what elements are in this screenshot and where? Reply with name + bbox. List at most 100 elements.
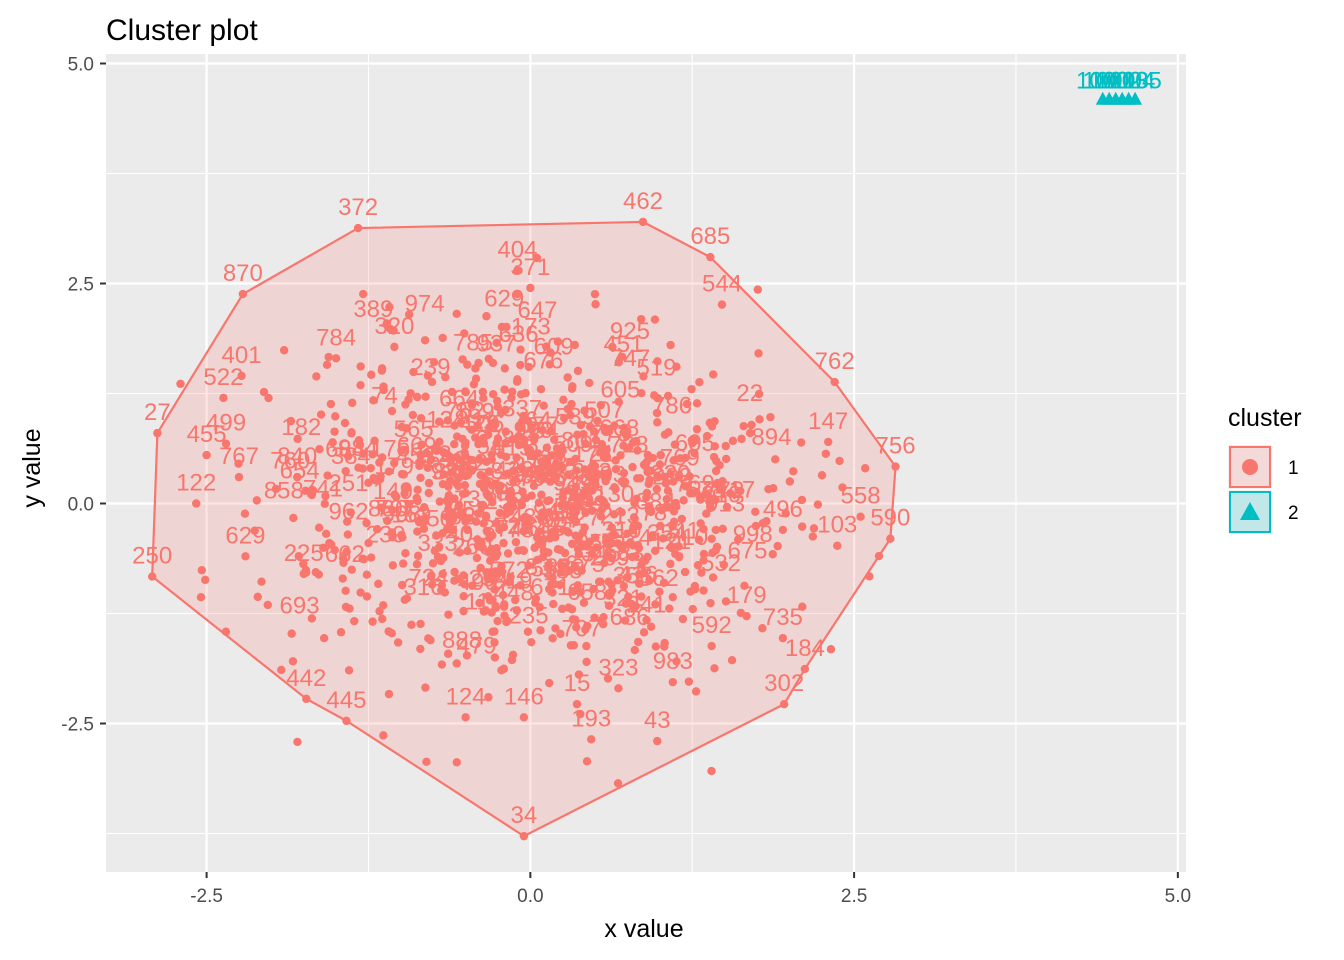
cluster-1-point xyxy=(674,471,684,480)
point-label: 629 xyxy=(484,286,524,313)
cluster-1-point xyxy=(672,362,681,371)
cluster-1-point xyxy=(368,617,377,626)
cluster-1-point xyxy=(348,398,357,408)
cluster-1-point xyxy=(379,731,388,740)
cluster-1-point xyxy=(751,507,760,517)
cluster-1-point xyxy=(785,477,795,486)
cluster-1-point xyxy=(468,581,477,590)
cluster-1-point xyxy=(457,464,466,473)
cluster-1-point xyxy=(493,616,502,626)
cluster-1-point xyxy=(669,517,679,527)
cluster-1-point xyxy=(721,441,730,451)
cluster-1-point xyxy=(716,485,725,494)
cluster-1-point xyxy=(568,587,578,596)
cluster-1-point xyxy=(651,600,660,609)
point-label-371: 371 xyxy=(510,254,550,281)
point-label-558: 558 xyxy=(841,483,881,510)
cluster-1-point xyxy=(634,637,643,647)
cluster-1-point xyxy=(708,548,717,558)
legend-label-1: 1 xyxy=(1288,458,1299,479)
cluster-1-point xyxy=(707,534,716,544)
cluster-1-point xyxy=(443,497,452,506)
cluster-1-point xyxy=(527,425,536,434)
cluster-1-point-302 xyxy=(779,699,789,709)
cluster-1-point xyxy=(479,519,488,528)
cluster-1-point xyxy=(499,602,509,611)
cluster-1-point xyxy=(368,450,377,459)
cluster-1-point-184 xyxy=(800,664,810,674)
cluster-1-point xyxy=(658,534,668,543)
cluster-1-point xyxy=(721,454,731,464)
point-label: 987 xyxy=(515,461,555,488)
legend-label-2: 2 xyxy=(1288,503,1299,524)
cluster-1-point xyxy=(264,393,273,403)
cluster-1-point xyxy=(574,502,583,511)
cluster-1-point xyxy=(355,440,365,450)
cluster-1-point xyxy=(288,657,298,666)
point-label: 785 xyxy=(453,329,493,356)
x-axis: -2.5 0.0 2.5 5.0 xyxy=(190,872,1191,907)
point-labels: 372 4626857627565901843023444544225027870… xyxy=(132,68,1162,829)
cluster-1-point xyxy=(533,533,542,542)
point-label-840: 840 xyxy=(277,443,317,470)
cluster-1-point xyxy=(490,585,499,594)
cluster-1-point xyxy=(362,570,372,579)
cluster-1-point xyxy=(426,635,435,645)
cluster-1-point xyxy=(766,412,775,422)
cluster-1-point xyxy=(605,591,614,600)
point-label: 178 xyxy=(528,451,568,478)
point-label: 282 xyxy=(564,484,604,511)
cluster-1-point xyxy=(696,495,705,504)
point-label: 384 xyxy=(331,443,371,470)
cluster-1-point xyxy=(423,463,432,473)
cluster-1-point xyxy=(681,481,690,491)
point-label: 707 xyxy=(376,496,416,523)
cluster-1-point xyxy=(493,402,502,412)
cluster-1-point xyxy=(489,418,498,428)
point-label: 509 xyxy=(553,431,593,458)
point-label: 22 xyxy=(736,380,763,407)
cluster-1-point xyxy=(613,576,622,585)
cluster-1-point xyxy=(656,521,665,531)
cluster-1-point xyxy=(596,400,606,410)
point-label: 254 xyxy=(519,417,559,444)
cluster-1-point xyxy=(660,472,669,481)
cluster-1-point xyxy=(516,360,525,370)
cluster-1-point xyxy=(619,581,629,591)
point-label: 752 xyxy=(445,397,485,424)
point-label-323: 323 xyxy=(598,654,638,681)
cluster-1-point xyxy=(494,486,504,495)
cluster-1-point xyxy=(687,384,696,394)
cluster-1-point xyxy=(322,360,332,369)
cluster-1-point xyxy=(293,737,302,747)
cluster-1-point xyxy=(739,422,748,431)
cluster-1-point-767 xyxy=(234,472,244,482)
cluster-1-point xyxy=(581,508,590,518)
cluster-1-point-685 xyxy=(706,252,715,262)
y-tick-label: -2.5 xyxy=(61,715,94,736)
cluster-1-point xyxy=(459,592,468,601)
point-label: 965 xyxy=(521,463,561,490)
point-label: 11 xyxy=(471,407,496,434)
cluster-1-point xyxy=(347,565,356,574)
cluster-1-point xyxy=(490,653,500,662)
point-label: 532 xyxy=(701,550,741,577)
cluster-1-point-544 xyxy=(717,300,727,309)
cluster-1-point xyxy=(677,514,687,524)
cluster-1-point xyxy=(374,579,383,589)
cluster-1-point xyxy=(476,470,485,480)
cluster-1-point xyxy=(234,459,243,468)
cluster-1-point-371 xyxy=(526,283,535,293)
cluster-1-point xyxy=(467,400,477,410)
cluster-1-point xyxy=(452,452,462,462)
point-label: 337 xyxy=(502,396,542,423)
cluster-1-point xyxy=(452,432,462,441)
cluster-1-point xyxy=(320,499,329,509)
point-label: 333 xyxy=(418,530,458,557)
point-label-445: 445 xyxy=(326,687,366,714)
cluster-1-point xyxy=(461,387,470,396)
cluster-1-point xyxy=(539,457,549,467)
cluster-1-point xyxy=(622,529,632,538)
cluster-1-point xyxy=(584,471,593,481)
point-label: 605 xyxy=(675,430,715,457)
